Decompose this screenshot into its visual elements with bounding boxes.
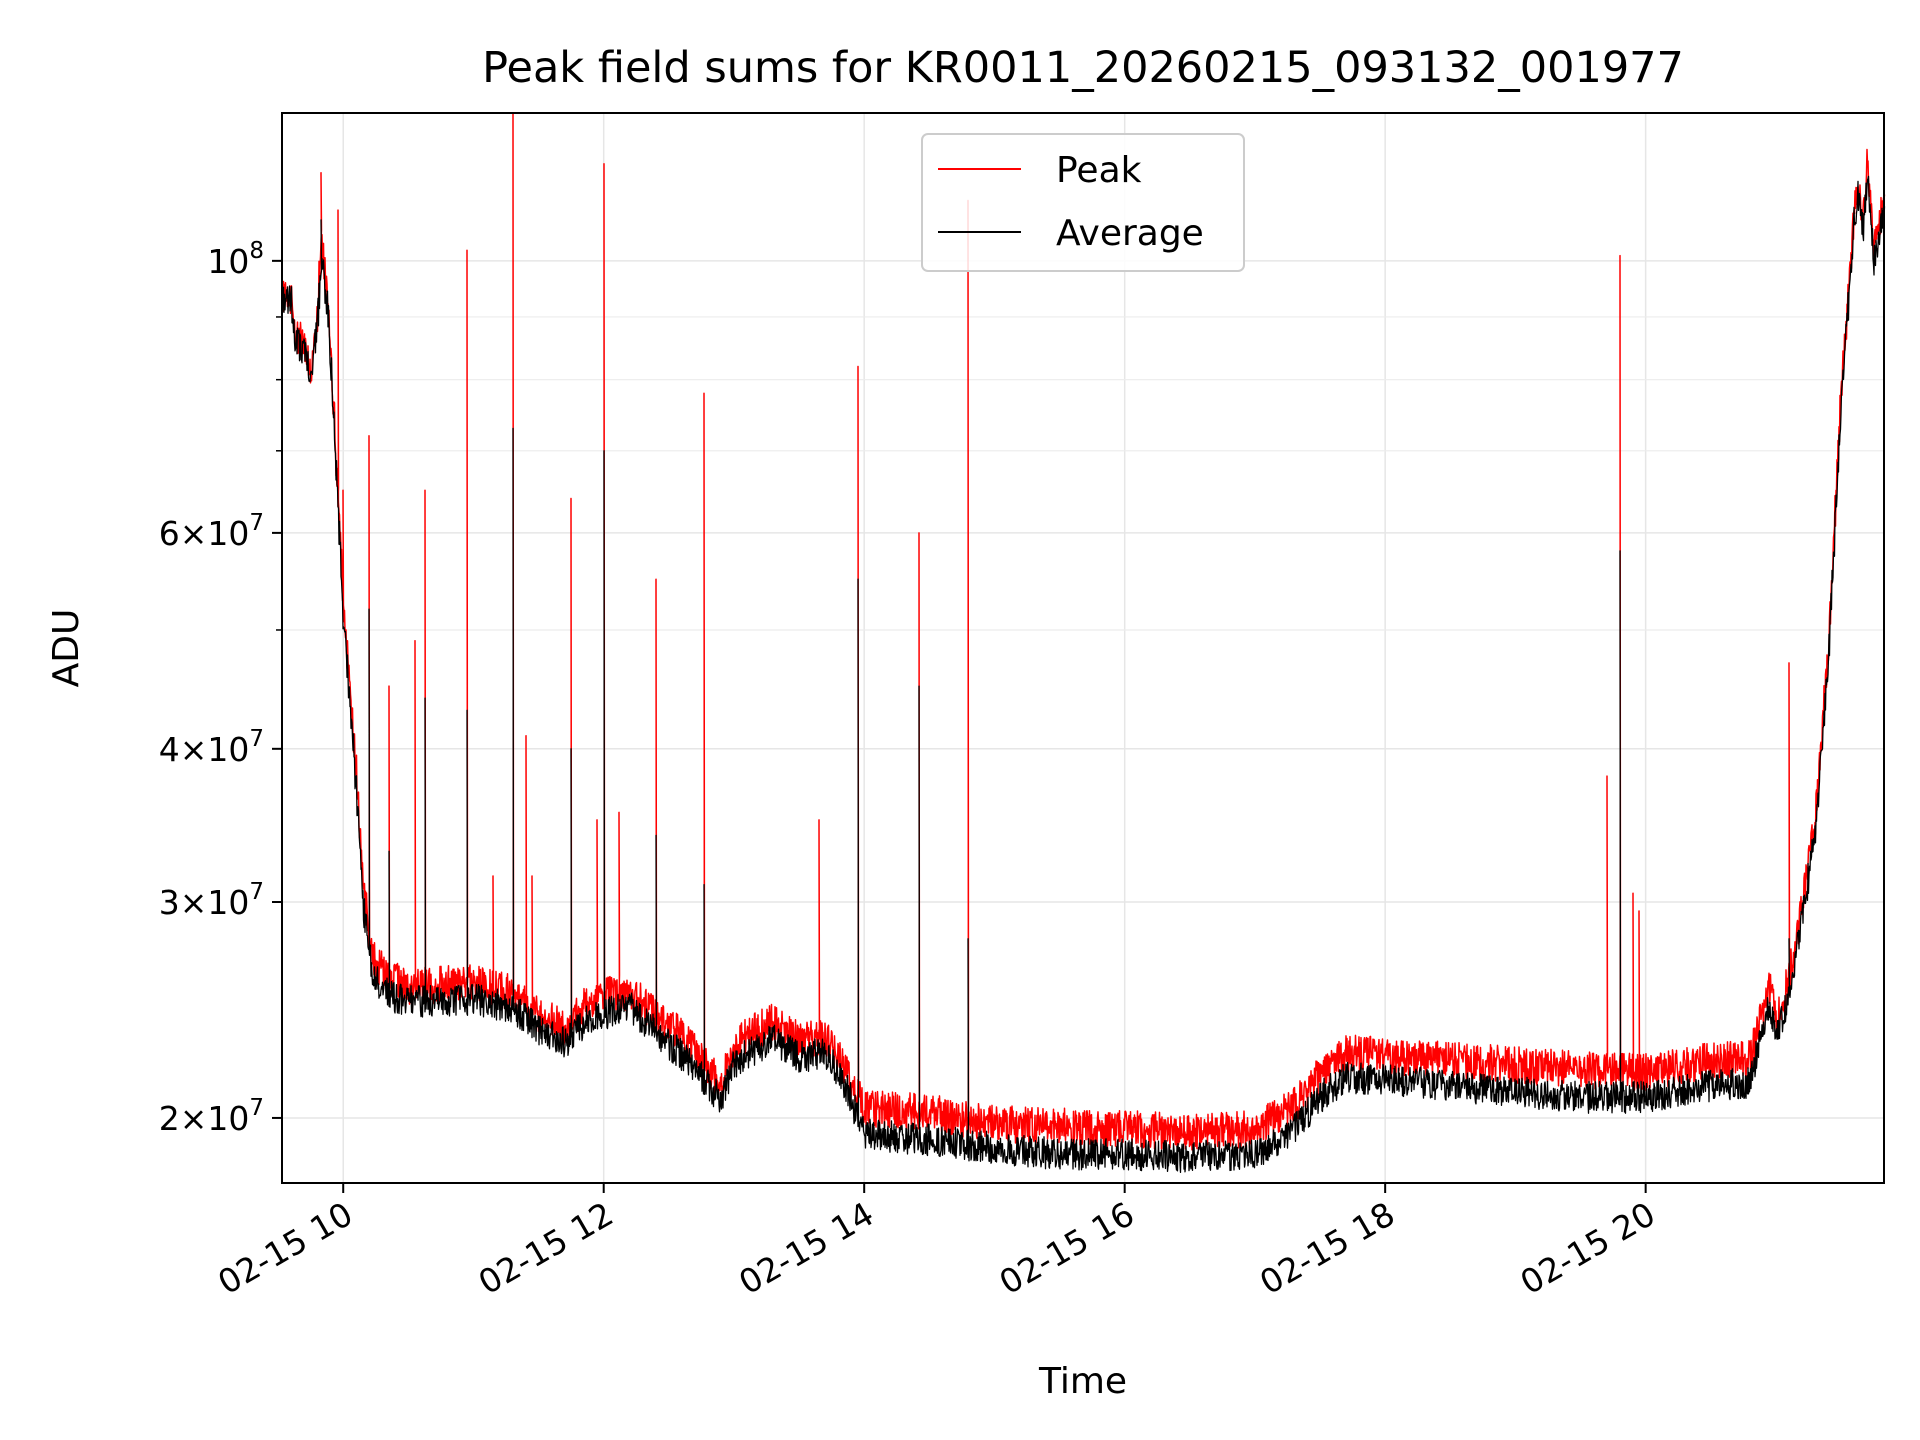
x-axis-label: Time (1038, 1361, 1127, 1402)
y-tick-base: 6×10 (159, 514, 250, 553)
y-tick-exponent: 8 (249, 238, 264, 264)
y-tick-label: 3×107 (159, 879, 264, 922)
y-tick-base: 10 (207, 242, 249, 281)
y-tick-base: 2×10 (159, 1099, 250, 1138)
plot-frame (281, 112, 1885, 1184)
y-tick-exponent: 7 (249, 1095, 264, 1121)
legend: Peak Average (921, 133, 1245, 272)
y-tick-base: 4×10 (159, 730, 250, 769)
y-axis-label: ADU (46, 609, 87, 688)
y-tick-label: 2×107 (159, 1095, 264, 1138)
average-series-line (281, 175, 1886, 1173)
y-tick-exponent: 7 (249, 510, 264, 536)
y-tick-label: 108 (207, 238, 264, 281)
legend-peak-label: Peak (1056, 150, 1142, 191)
y-tick-label: 6×107 (159, 510, 264, 553)
y-tick-base: 3×10 (159, 883, 250, 922)
y-tick-exponent: 7 (249, 726, 264, 752)
chart-title: Peak field sums for KR0011_20260215_0931… (482, 43, 1684, 93)
series-group (281, 112, 1886, 1173)
legend-average-label: Average (1056, 213, 1204, 254)
y-tick-exponent: 7 (249, 879, 264, 905)
y-tick-label: 4×107 (159, 726, 264, 769)
